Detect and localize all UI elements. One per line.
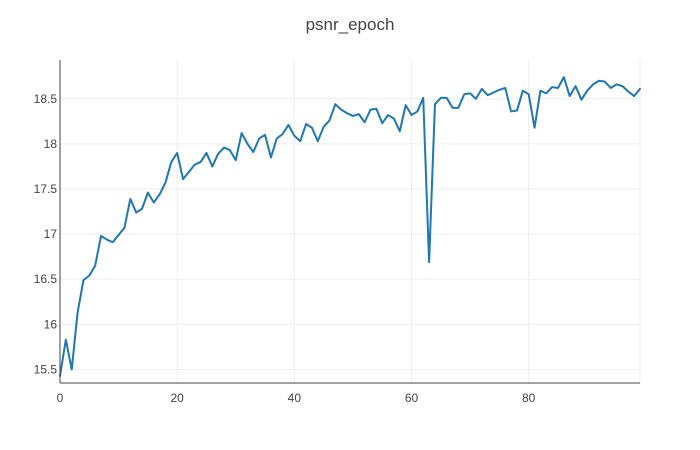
x-tick-label: 20 <box>170 391 184 405</box>
y-tick-label: 17.5 <box>34 182 58 196</box>
tick-label-layer: 0 20 40 60 80 15.5 16 16.5 17 17.5 18 18.5 <box>34 92 536 405</box>
x-tick-label: 0 <box>57 391 64 405</box>
grid-layer <box>60 60 641 383</box>
x-tick-label: 80 <box>522 391 536 405</box>
series-layer <box>59 76 641 377</box>
axis-layer <box>59 60 640 384</box>
x-tick-label: 40 <box>288 391 302 405</box>
y-tick-label: 15.5 <box>34 362 58 376</box>
series-line <box>59 76 641 377</box>
y-tick-label: 16 <box>44 317 58 331</box>
y-tick-label: 17 <box>44 227 58 241</box>
chart-title: psnr_epoch <box>306 15 395 34</box>
y-tick-label: 18.5 <box>34 92 58 106</box>
x-tick-label: 60 <box>405 391 419 405</box>
y-tick-label: 16.5 <box>34 272 58 286</box>
y-tick-label: 18 <box>44 137 58 151</box>
